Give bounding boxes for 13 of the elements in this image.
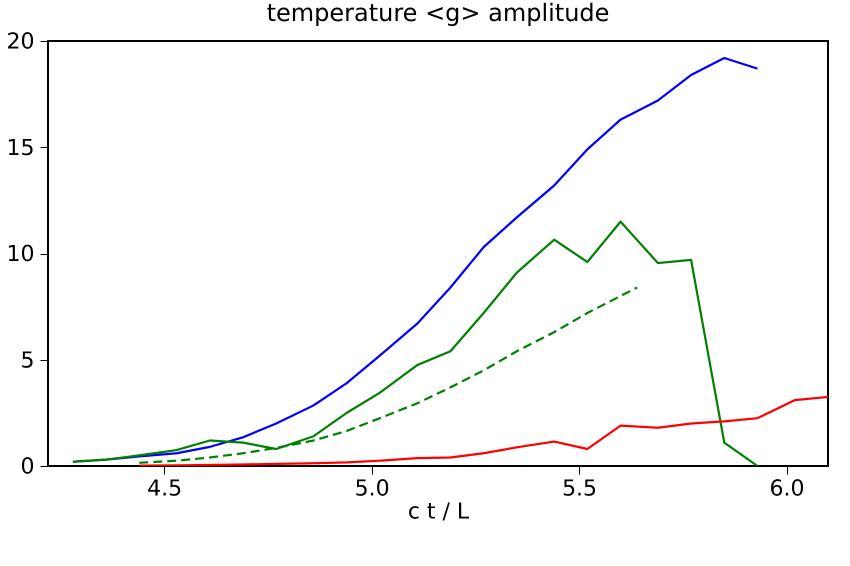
x-axis-title: c t / L (408, 500, 470, 524)
y-tick-label: 15 (6, 136, 34, 161)
y-tick-label: 0 (20, 454, 34, 480)
chart-title: temperature <g> amplitude (266, 0, 610, 27)
line-series (72, 220, 759, 466)
y-tick-label: 20 (6, 30, 34, 54)
x-tick-label: 4.5 (147, 476, 182, 502)
x-tick-label: 5.5 (562, 476, 598, 502)
line-series (138, 396, 828, 466)
y-tick-label: 10 (6, 242, 34, 267)
y-tick-label: 5 (20, 348, 34, 374)
x-tick-label: 5.0 (354, 476, 390, 502)
x-tick-label: 6.0 (770, 476, 805, 502)
